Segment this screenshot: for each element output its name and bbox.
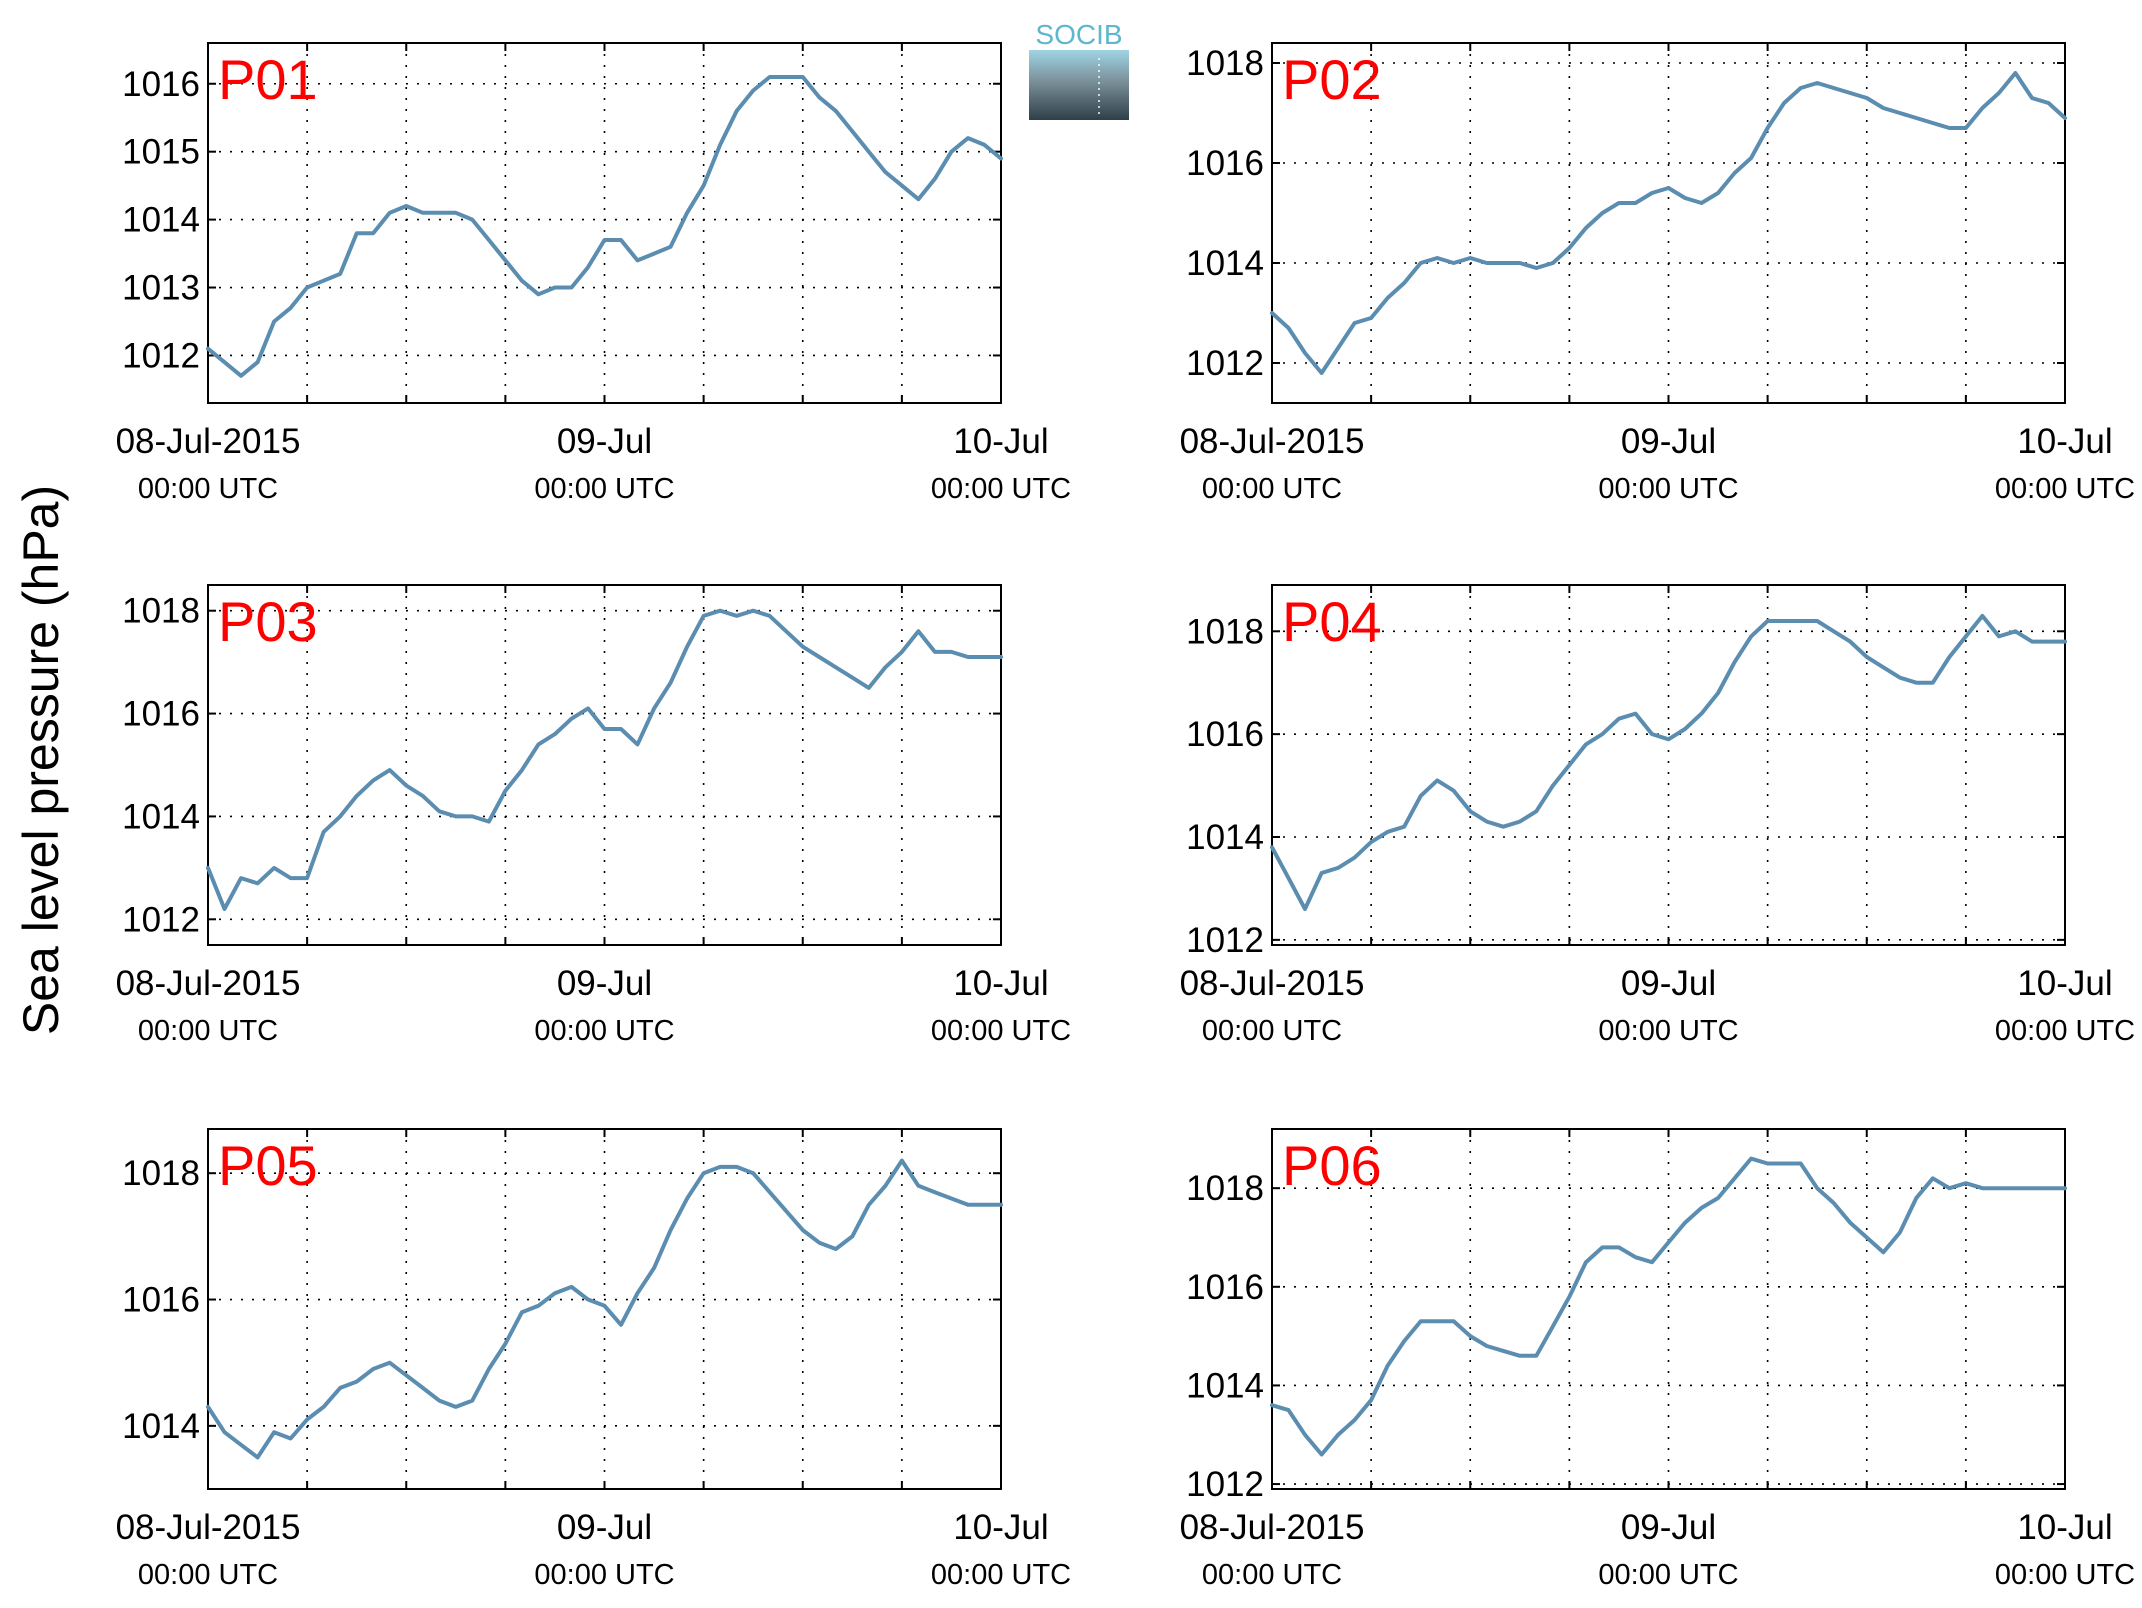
- y-tick-label: 1014: [122, 1407, 200, 1446]
- x-tick-label: 08-Jul-2015: [116, 1508, 301, 1547]
- x-tick-time-label: 00:00 UTC: [534, 473, 674, 505]
- y-axis-title: Sea level pressure (hPa): [13, 485, 69, 1035]
- y-tick-label: 1014: [1186, 244, 1264, 283]
- series-line-p05: [206, 1158, 1003, 1460]
- panel-p03: 1012 1014 1016 1018 08-Jul-2015 00:00 UTC 09-J…: [116, 584, 1071, 1047]
- y-tick-label: 1014: [122, 797, 200, 836]
- x-tick-label: 08-Jul-2015: [1180, 1508, 1365, 1547]
- x-tick-time-label: 00:00 UTC: [1598, 473, 1738, 505]
- x-tick-time-label: 00:00 UTC: [138, 1559, 278, 1591]
- y-tick-label: 1016: [122, 695, 200, 734]
- x-tick-time-label: 00:00 UTC: [931, 1015, 1071, 1047]
- panel-p06: 1012 1014 1016 1018 08-Jul-2015 00:00 UTC 09-J…: [1180, 1128, 2135, 1591]
- panel-p02: 1012 1014 1016 1018 08-Jul-2015 00:00 UTC 09-J…: [1180, 42, 2135, 505]
- x-tick-time-label: 00:00 UTC: [1995, 473, 2135, 505]
- x-tick-label: 08-Jul-2015: [1180, 422, 1365, 461]
- x-tick-time-label: 00:00 UTC: [1995, 1015, 2135, 1047]
- x-tick-label: 08-Jul-2015: [116, 422, 301, 461]
- y-tick-label: 1016: [122, 65, 200, 104]
- x-tick-label: 10-Jul: [2017, 964, 2112, 1003]
- y-tick-label: 1012: [1186, 921, 1264, 960]
- x-tick-time-label: 00:00 UTC: [138, 473, 278, 505]
- x-tick-label: 09-Jul: [1621, 964, 1716, 1003]
- x-tick-time-label: 00:00 UTC: [534, 1015, 674, 1047]
- y-tick-label: 1012: [1186, 1465, 1264, 1504]
- y-tick-label: 1018: [1186, 1169, 1264, 1208]
- x-tick-time-label: 00:00 UTC: [1598, 1559, 1738, 1591]
- x-tick-time-label: 00:00 UTC: [534, 1559, 674, 1591]
- series-line-p02: [1270, 71, 2067, 375]
- y-tick-label: 1018: [1186, 612, 1264, 651]
- logo-text: SOCIB: [1035, 19, 1122, 50]
- x-tick-time-label: 00:00 UTC: [1202, 473, 1342, 505]
- panel-label: P02: [1282, 48, 1382, 111]
- y-tick-label: 1015: [122, 133, 200, 172]
- series-line-p04: [1270, 613, 2067, 911]
- x-tick-time-label: 00:00 UTC: [1598, 1015, 1738, 1047]
- y-tick-label: 1012: [122, 900, 200, 939]
- plot-frame: [1271, 42, 2066, 404]
- socib-logo: SOCIB: [1029, 19, 1129, 120]
- x-tick-time-label: 00:00 UTC: [1202, 1015, 1342, 1047]
- x-tick-label: 10-Jul: [953, 1508, 1048, 1547]
- plot-frame: [207, 1128, 1002, 1490]
- series-line-p06: [1270, 1156, 2067, 1457]
- panel-label: P05: [218, 1134, 318, 1197]
- x-tick-time-label: 00:00 UTC: [138, 1015, 278, 1047]
- x-tick-label: 09-Jul: [557, 964, 652, 1003]
- plot-frame: [1271, 1128, 2066, 1490]
- x-tick-time-label: 00:00 UTC: [1202, 1559, 1342, 1591]
- y-tick-label: 1016: [1186, 144, 1264, 183]
- panel-p04: 1012 1014 1016 1018 08-Jul-2015 00:00 UTC 09-J…: [1180, 584, 2135, 1047]
- x-tick-label: 09-Jul: [1621, 1508, 1716, 1547]
- x-tick-time-label: 00:00 UTC: [931, 473, 1071, 505]
- x-tick-label: 09-Jul: [1621, 422, 1716, 461]
- panel-label: P04: [1282, 590, 1382, 653]
- y-tick-label: 1012: [1186, 344, 1264, 383]
- y-tick-label: 1013: [122, 269, 200, 308]
- plot-frame: [1271, 584, 2066, 946]
- y-tick-label: 1012: [122, 336, 200, 375]
- panel-p01: 1012 1013 1014 1015 1016 08-Jul-2015 00:00 UTC…: [116, 42, 1071, 505]
- x-tick-label: 10-Jul: [953, 422, 1048, 461]
- x-tick-time-label: 00:00 UTC: [931, 1559, 1071, 1591]
- plot-frame: [207, 584, 1002, 946]
- panel-label: P03: [218, 590, 318, 653]
- y-tick-label: 1014: [1186, 1366, 1264, 1405]
- y-tick-label: 1014: [122, 201, 200, 240]
- x-tick-label: 08-Jul-2015: [116, 964, 301, 1003]
- x-tick-label: 10-Jul: [953, 964, 1048, 1003]
- x-tick-label: 08-Jul-2015: [1180, 964, 1365, 1003]
- y-tick-label: 1016: [122, 1281, 200, 1320]
- panel-label: P01: [218, 48, 318, 111]
- series-line-p01: [206, 75, 1003, 378]
- series-line-p03: [206, 608, 1003, 911]
- logo-gradient-block: [1029, 50, 1129, 120]
- panel-p05: 1014 1016 1018 08-Jul-2015 00:00 UTC 09-Jul 00…: [116, 1128, 1071, 1591]
- x-tick-label: 09-Jul: [557, 1508, 652, 1547]
- panel-label: P06: [1282, 1134, 1382, 1197]
- x-tick-label: 10-Jul: [2017, 422, 2112, 461]
- plot-frame: [207, 42, 1002, 404]
- y-tick-label: 1018: [1186, 44, 1264, 83]
- y-tick-label: 1016: [1186, 715, 1264, 754]
- x-tick-label: 10-Jul: [2017, 1508, 2112, 1547]
- y-tick-label: 1018: [122, 1154, 200, 1193]
- x-tick-label: 09-Jul: [557, 422, 652, 461]
- y-tick-label: 1018: [122, 592, 200, 631]
- y-tick-label: 1016: [1186, 1268, 1264, 1307]
- y-tick-label: 1014: [1186, 818, 1264, 857]
- x-tick-time-label: 00:00 UTC: [1995, 1559, 2135, 1591]
